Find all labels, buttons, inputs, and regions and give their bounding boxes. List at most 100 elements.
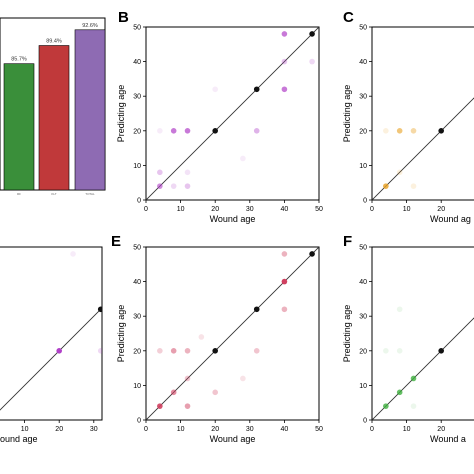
y-tick-label: 10 bbox=[133, 163, 141, 170]
data-point bbox=[153, 251, 159, 257]
data-point bbox=[212, 86, 218, 93]
data-point bbox=[184, 128, 191, 134]
data-point bbox=[97, 306, 102, 313]
data-point bbox=[170, 183, 177, 189]
y-tick-label: 50 bbox=[359, 245, 367, 252]
y-tick-label: 20 bbox=[133, 348, 141, 355]
data-point bbox=[126, 251, 132, 257]
data-point bbox=[281, 58, 288, 65]
data-point bbox=[198, 334, 205, 340]
data-point bbox=[184, 348, 191, 354]
x-axis-label: ound age bbox=[0, 434, 38, 444]
data-point bbox=[212, 128, 218, 134]
y-tick-label: 40 bbox=[359, 279, 367, 286]
data-point bbox=[396, 169, 403, 176]
x-tick-label: 50 bbox=[315, 426, 323, 433]
x-tick-label: 10 bbox=[403, 426, 411, 433]
data-point bbox=[396, 128, 403, 134]
x-tick-label: 0 bbox=[144, 206, 148, 213]
x-tick-label: 40 bbox=[281, 426, 289, 433]
axes-frame bbox=[371, 246, 474, 421]
data-point bbox=[410, 183, 417, 189]
data-point bbox=[153, 279, 159, 285]
x-tick-label: 20 bbox=[211, 426, 219, 433]
x-tick-label: 0 bbox=[370, 426, 374, 433]
data-point bbox=[309, 58, 315, 65]
y-axis-label: Predicting age bbox=[342, 85, 352, 143]
plot-area bbox=[372, 306, 474, 420]
identity-line bbox=[372, 97, 474, 200]
plot-area bbox=[146, 27, 319, 200]
y-tick-label: 40 bbox=[133, 59, 141, 66]
data-point bbox=[157, 403, 163, 409]
data-point bbox=[240, 375, 246, 382]
data-point bbox=[170, 348, 177, 354]
y-tick-label: 50 bbox=[133, 25, 141, 32]
plot-area bbox=[146, 247, 319, 420]
y-tick-label: 20 bbox=[359, 348, 367, 355]
x-axis-label: Wound age bbox=[210, 434, 256, 444]
y-axis-label: Predicting age bbox=[342, 305, 352, 363]
panel-label-b: B bbox=[118, 9, 129, 26]
y-tick-label: 10 bbox=[133, 383, 141, 390]
y-tick-label: 30 bbox=[359, 94, 367, 101]
data-point bbox=[170, 389, 177, 396]
axes-frame bbox=[371, 26, 474, 201]
data-point bbox=[184, 183, 191, 189]
axes-frame bbox=[145, 246, 320, 421]
data-point bbox=[396, 348, 403, 354]
data-point bbox=[253, 86, 260, 93]
x-tick-label: 50 bbox=[315, 206, 323, 213]
x-tick-label: 20 bbox=[55, 426, 63, 433]
data-point bbox=[396, 306, 403, 313]
data-point bbox=[253, 128, 260, 134]
data-point bbox=[212, 348, 218, 354]
y-axis-label: Predicting age bbox=[116, 85, 126, 143]
data-point bbox=[157, 183, 163, 189]
data-point bbox=[126, 279, 132, 285]
data-point bbox=[157, 348, 163, 354]
plot-area bbox=[372, 97, 474, 200]
x-tick-label: 10 bbox=[403, 206, 411, 213]
data-point bbox=[383, 183, 389, 189]
y-tick-label: 10 bbox=[359, 163, 367, 170]
data-point bbox=[170, 128, 177, 134]
panel-d: 0 10 20 30 ound age bbox=[0, 246, 159, 444]
data-point bbox=[410, 375, 417, 382]
y-tick-label: 10 bbox=[359, 383, 367, 390]
y-tick-label: 30 bbox=[133, 314, 141, 321]
data-point bbox=[97, 348, 102, 354]
data-point bbox=[70, 251, 76, 257]
data-point bbox=[410, 128, 417, 134]
x-tick-label: 20 bbox=[211, 206, 219, 213]
y-tick-label: 20 bbox=[133, 128, 141, 135]
x-tick-label: 0 bbox=[370, 206, 374, 213]
data-point bbox=[212, 389, 218, 396]
panel-a: 85.7% RF 89.4% KLT 92.6% TOTAL bbox=[0, 17, 106, 196]
bar-value-label: 85.7% bbox=[11, 57, 27, 63]
x-tick-label: 20 bbox=[437, 206, 445, 213]
x-axis-label: Wound ag bbox=[430, 214, 471, 224]
data-point bbox=[309, 251, 315, 257]
data-point bbox=[438, 348, 445, 354]
x-tick-label: 30 bbox=[246, 206, 254, 213]
data-point bbox=[281, 31, 288, 37]
axes-frame bbox=[145, 26, 320, 201]
x-tick-label: 10 bbox=[21, 426, 29, 433]
x-axis-label: Wound age bbox=[210, 214, 256, 224]
x-tick-label: 30 bbox=[90, 426, 98, 433]
y-tick-label: 0 bbox=[137, 418, 141, 425]
y-tick-label: 0 bbox=[363, 418, 367, 425]
bar-category-label: RF bbox=[17, 192, 21, 196]
identity-line bbox=[146, 27, 319, 200]
plot-area bbox=[0, 251, 159, 411]
y-axis-label: Predicting age bbox=[116, 305, 126, 363]
x-tick-label: 40 bbox=[281, 206, 289, 213]
data-point bbox=[157, 128, 163, 134]
identity-line bbox=[372, 317, 474, 420]
charts-layer: 85.7% RF 89.4% KLT 92.6% TOTAL 0 10 20 30 40 50 0 10 2… bbox=[0, 17, 474, 444]
data-point bbox=[281, 251, 288, 257]
x-tick-label: 10 bbox=[177, 206, 185, 213]
y-tick-label: 20 bbox=[359, 128, 367, 135]
